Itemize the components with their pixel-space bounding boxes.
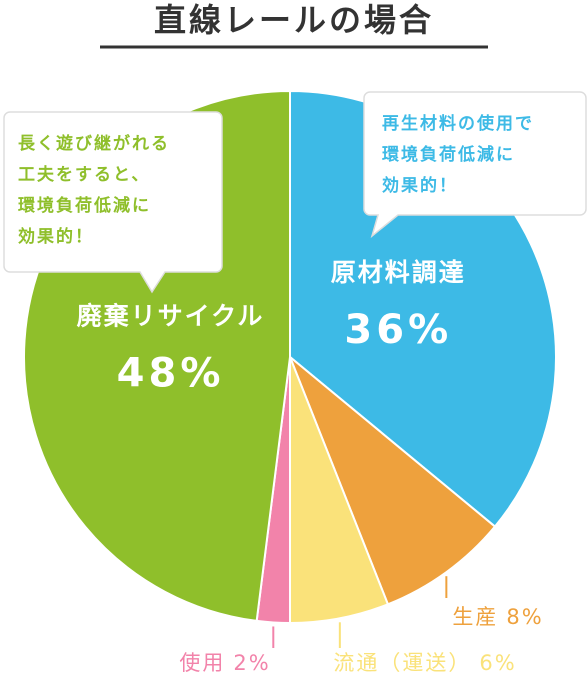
category-name: 生産 bbox=[452, 605, 498, 629]
slice-label: 使用 2% bbox=[179, 651, 270, 675]
slice-label: 生産 8% bbox=[452, 605, 543, 629]
category-name: 廃棄リサイクル bbox=[77, 301, 265, 330]
value-label: 6% bbox=[479, 651, 516, 675]
annotation-line: 長く遊び継がれる bbox=[18, 133, 170, 154]
category-name: 原材料調達 bbox=[331, 258, 466, 287]
value-label: 8% bbox=[506, 605, 543, 629]
category-name: 流通（運送） bbox=[333, 651, 471, 675]
annotation-line: 効果的！ bbox=[18, 226, 94, 247]
pie-slice bbox=[289, 356, 497, 606]
annotation-line: 再生材料の使用で bbox=[382, 113, 534, 134]
annotation-line: 工夫をすると、 bbox=[18, 164, 150, 185]
value-label: 2% bbox=[233, 651, 270, 675]
annotation-line: 環境負荷低減に bbox=[382, 144, 515, 165]
value-label: 48% bbox=[117, 350, 225, 396]
bubble bbox=[363, 91, 587, 239]
annotation-line: 環境負荷低減に bbox=[18, 195, 151, 216]
slice-label: 流通（運送） 6% bbox=[333, 651, 516, 675]
bubble bbox=[3, 111, 223, 294]
category-name: 使用 bbox=[179, 651, 225, 675]
value-label: 36% bbox=[344, 307, 452, 353]
annotation-line: 効果的！ bbox=[382, 175, 458, 196]
chart-title: 直線レールの場合 bbox=[154, 1, 434, 39]
